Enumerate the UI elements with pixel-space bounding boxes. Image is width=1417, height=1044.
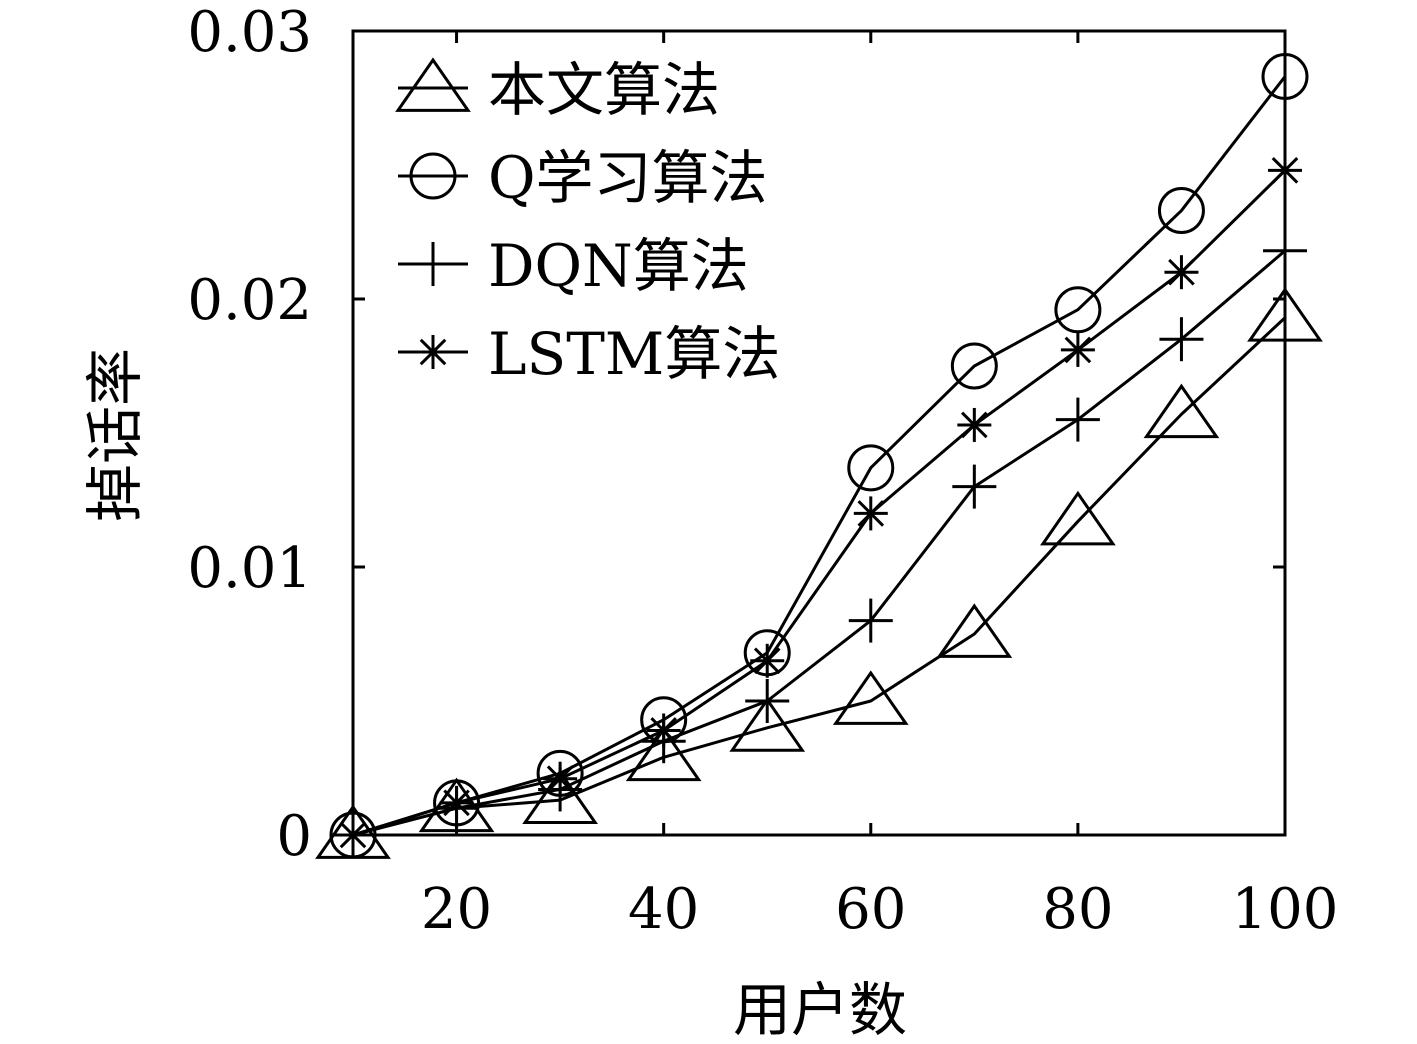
series-1 bbox=[315, 287, 1323, 859]
data-point bbox=[729, 697, 806, 752]
series-2 bbox=[329, 53, 1309, 859]
data-point bbox=[646, 713, 681, 748]
y-tick-label: 0.03 bbox=[187, 0, 312, 65]
data-point bbox=[936, 603, 1013, 658]
data-point bbox=[1247, 287, 1323, 342]
y-tick-label: 0.01 bbox=[187, 536, 312, 601]
data-point bbox=[1263, 228, 1307, 273]
series-line bbox=[352, 249, 1286, 837]
legend-label: 本文算法 bbox=[488, 56, 720, 124]
data-point bbox=[1157, 187, 1205, 235]
data-point bbox=[848, 598, 893, 643]
legend-label: Q学习算法 bbox=[488, 144, 768, 212]
legend-marker bbox=[409, 152, 457, 200]
legend-entry-4: LSTM算法 bbox=[398, 320, 780, 388]
y-tick-label: 0.02 bbox=[187, 268, 312, 333]
series-4 bbox=[336, 153, 1302, 852]
data-point bbox=[1143, 383, 1220, 439]
y-axis-title: 掉话率 bbox=[81, 348, 149, 522]
legend-entry-3: DQN算法 bbox=[398, 232, 749, 300]
data-point bbox=[522, 769, 598, 825]
data-point bbox=[1054, 286, 1102, 334]
x-tick-label: 40 bbox=[628, 877, 699, 942]
data-point bbox=[1060, 332, 1095, 367]
series-3 bbox=[331, 228, 1307, 857]
data-point bbox=[543, 761, 578, 796]
series-line bbox=[352, 169, 1287, 837]
data-point bbox=[336, 818, 370, 852]
data-point bbox=[1055, 397, 1100, 442]
data-point bbox=[750, 643, 785, 678]
legend: 本文算法 Q学习算法 DQN算法 LSTM算法 bbox=[395, 56, 780, 388]
data-point bbox=[1268, 153, 1302, 188]
data-point bbox=[952, 464, 997, 509]
data-point bbox=[439, 785, 474, 820]
series-layer bbox=[315, 53, 1323, 859]
data-point bbox=[853, 496, 888, 531]
data-point bbox=[847, 444, 895, 492]
axes: 20 40 60 80 100 0 0.01 0.02 0.03 bbox=[187, 0, 1338, 942]
legend-label: LSTM算法 bbox=[488, 320, 780, 388]
data-point bbox=[1261, 53, 1309, 101]
legend-entry-1: 本文算法 bbox=[395, 56, 720, 124]
x-tick-label: 80 bbox=[1042, 877, 1113, 942]
series-line bbox=[352, 75, 1287, 837]
data-point bbox=[745, 679, 790, 723]
data-point bbox=[832, 670, 909, 725]
x-axis-title: 用户数 bbox=[733, 976, 907, 1044]
y-tick-label: 0 bbox=[276, 804, 312, 869]
data-point bbox=[1164, 255, 1199, 290]
x-tick-label: 20 bbox=[421, 877, 492, 942]
data-point bbox=[1040, 490, 1116, 546]
series-line bbox=[352, 316, 1287, 837]
legend-marker bbox=[416, 335, 450, 369]
data-point bbox=[950, 342, 998, 390]
data-point bbox=[625, 726, 702, 782]
legend-marker bbox=[411, 242, 455, 286]
data-point bbox=[1159, 317, 1204, 362]
x-tick-label: 100 bbox=[1232, 877, 1339, 942]
legend-entry-2: Q学习算法 bbox=[398, 144, 768, 212]
legend-marker bbox=[395, 57, 471, 112]
legend-label: DQN算法 bbox=[488, 232, 749, 300]
plot-frame bbox=[351, 29, 1287, 837]
data-point bbox=[957, 407, 992, 442]
x-tick-label: 60 bbox=[835, 877, 906, 942]
